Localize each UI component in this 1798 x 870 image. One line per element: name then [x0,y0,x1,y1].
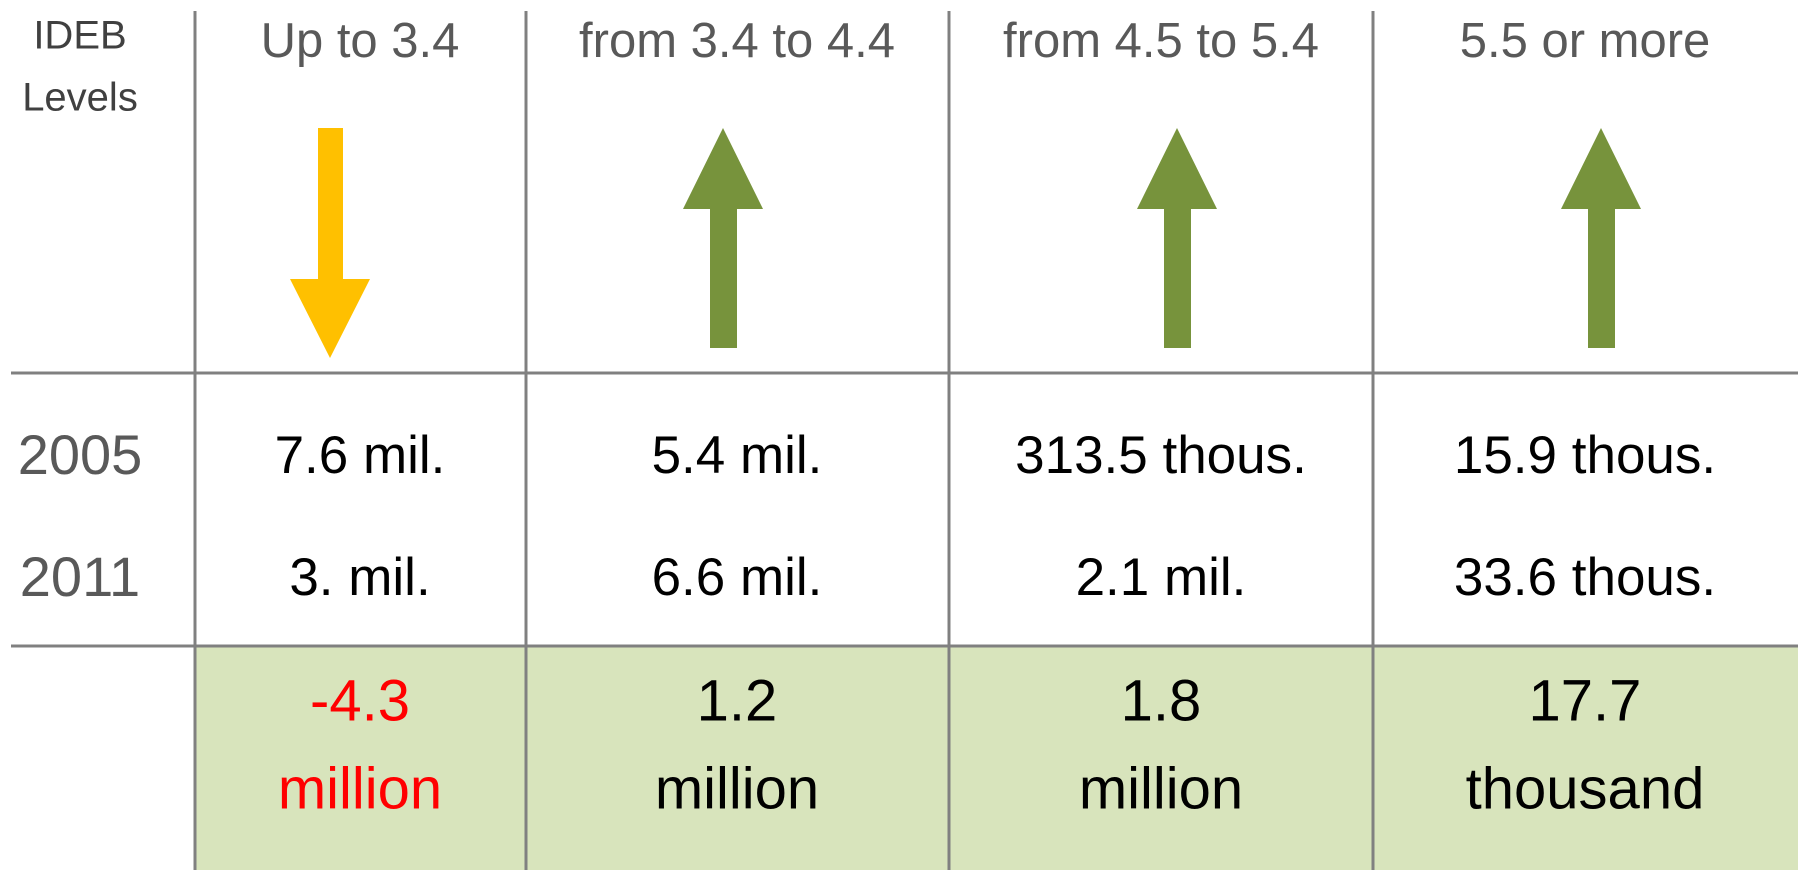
up-arrow [1137,128,1217,348]
change-value: 17.7 [1529,668,1642,733]
year-label: 2011 [20,545,140,608]
year-label: 2005 [18,423,143,486]
cell-value: 3. mil. [289,548,430,607]
corner-label: Levels [22,76,138,120]
change-value: 1.2 [697,668,778,733]
cell-value: 5.4 mil. [652,426,823,485]
cell-value: 6.6 mil. [652,548,823,607]
change-unit: million [278,756,442,821]
column-header: Up to 3.4 [261,14,460,68]
change-row-bg [195,646,1798,870]
change-unit: million [1079,756,1243,821]
up-arrow [683,128,763,348]
change-value: -4.3 [310,668,410,733]
column-header: 5.5 or more [1460,14,1711,68]
cell-value: 33.6 thous. [1454,548,1716,607]
change-unit: million [655,756,819,821]
column-header: from 4.5 to 5.4 [1003,14,1319,68]
cell-value: 7.6 mil. [275,426,446,485]
cell-value: 313.5 thous. [1015,426,1307,485]
down-arrow [290,128,370,358]
corner-label: IDEB [33,14,126,58]
change-unit: thousand [1466,756,1705,821]
column-header: from 3.4 to 4.4 [579,14,895,68]
cell-value: 15.9 thous. [1454,426,1716,485]
change-value: 1.8 [1121,668,1202,733]
up-arrow [1561,128,1641,348]
cell-value: 2.1 mil. [1076,548,1247,607]
